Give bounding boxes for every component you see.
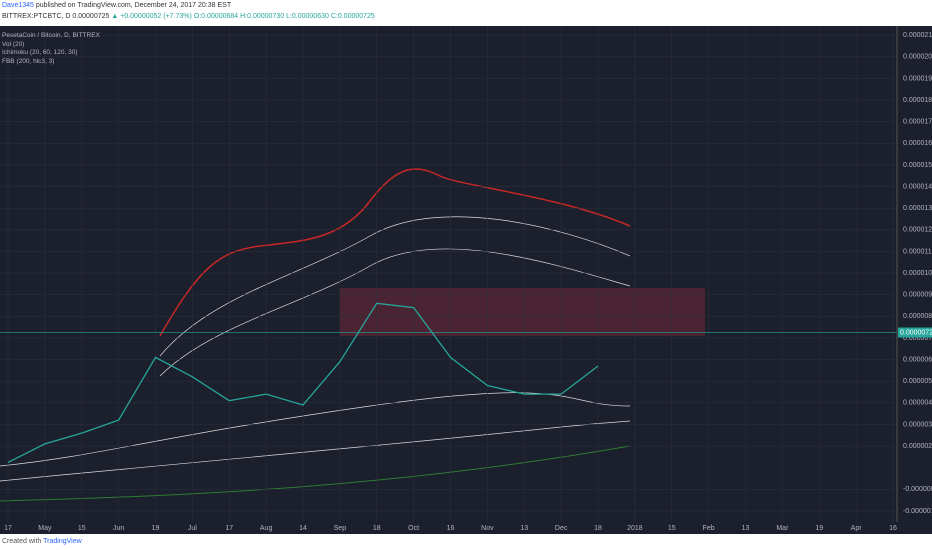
lower-band	[0, 445, 631, 502]
upper-band	[159, 168, 631, 337]
y-tick-label: 0.00000700	[903, 335, 932, 342]
y-tick-label: 0.00001600	[903, 140, 932, 147]
x-tick-label: Sep	[334, 525, 347, 532]
y-tick-label: -0.00000000	[903, 486, 932, 493]
y-tick-label: 0.00001400	[903, 183, 932, 190]
x-tick-label: 2018	[627, 525, 643, 532]
chart: 0.00002100 0.00002000 0.00001900 0.00001800…	[0, 26, 932, 534]
band	[159, 216, 631, 357]
ohlc-line: BITTREX:PTCBTC, D 0.00000725 ▲ +0.000000…	[2, 13, 375, 20]
x-tick-label: 17	[4, 525, 12, 532]
y-tick-label: 0.00001500	[903, 162, 932, 169]
x-tick-label: Jun	[113, 525, 124, 532]
x-tick-label: 13	[742, 525, 750, 532]
y-tick-label: 0.00001800	[903, 97, 932, 104]
price: 0.00000725	[72, 13, 110, 20]
x-tick-label: 19	[815, 525, 823, 532]
y-tick-label: 0.00001700	[903, 119, 932, 126]
background	[0, 26, 932, 534]
legend-item: PesetaCoin / Bitcoin, D, BITTREX	[2, 32, 100, 39]
y-tick-label: 0.00002100	[903, 32, 932, 39]
x-tick-label: 18	[594, 525, 602, 532]
last-price-tag	[898, 327, 932, 338]
x-tick-label: May	[38, 525, 52, 532]
x-tick-label: 18	[373, 525, 381, 532]
x-tick-label: 19	[152, 525, 160, 532]
y-tick-label: 0.00000800	[903, 313, 932, 320]
legend-item: FBB (200, hlc3, 3)	[2, 57, 55, 65]
x-tick-label: Mar	[776, 525, 789, 532]
y-tick-label: 0.00000300	[903, 421, 932, 428]
x-tick-label: Feb	[703, 525, 715, 532]
price-line	[7, 302, 599, 464]
ichimoku-cloud	[340, 288, 705, 336]
x-axis-bg	[0, 522, 932, 534]
symbol: BITTREX:PTCBTC, D	[2, 13, 71, 20]
publish-line: Dave1345 published on TradingView.com, D…	[2, 2, 231, 9]
x-tick-label: 13	[520, 525, 528, 532]
y-tick-label: 0.00002000	[903, 54, 932, 61]
x-tick-label: Aug	[260, 525, 273, 532]
band	[0, 392, 631, 467]
y-tick-label: 0.00000200	[903, 443, 932, 450]
x-tick-label: 14	[299, 525, 307, 532]
legend-item: Ichimoku (20, 60, 120, 30)	[2, 49, 78, 56]
footer: Created with TradingView	[2, 538, 82, 545]
x-tick-label: 16	[889, 525, 897, 532]
band	[159, 248, 631, 377]
created: Created with	[2, 538, 42, 545]
y-tick-label: 0.00001000	[903, 270, 932, 277]
brand[interactable]: TradingView	[43, 538, 82, 545]
x-tick-label: 17	[225, 525, 233, 532]
low: L:0.00000630	[286, 13, 329, 20]
y-tick-label: 0.00000500	[903, 378, 932, 385]
last-price-label: 0.00000725	[900, 329, 932, 336]
x-tick-label: Dec	[555, 525, 568, 532]
x-tick-label: 16	[447, 525, 455, 532]
legend-item: Vol (20)	[2, 40, 25, 48]
close: C:0.00000725	[330, 13, 375, 20]
published: published on TradingView.com, December 2…	[35, 2, 232, 9]
x-tick-label: Oct	[408, 525, 419, 532]
x-tick-label: Apr	[851, 525, 863, 532]
y-tick-label: 0.00001900	[903, 75, 932, 82]
open: O:0.00000684	[193, 13, 239, 20]
y-tick-label: -0.00000100	[903, 508, 932, 515]
y-tick-label: 0.00000600	[903, 356, 932, 363]
author[interactable]: Dave1345	[2, 2, 34, 9]
x-tick-label: Jul	[188, 525, 197, 532]
y-tick-label: 0.00000400	[903, 400, 932, 407]
y-tick-label: 0.00001300	[903, 205, 932, 212]
x-tick-label: 15	[668, 525, 676, 532]
x-tick-label: 15	[78, 525, 86, 532]
y-tick-label: 0.00001100	[903, 248, 932, 255]
high: H:0.00000730	[240, 13, 285, 20]
y-tick-label: 0.00000900	[903, 292, 932, 299]
change: ▲ +0.00000052 (+7.73%)	[111, 13, 192, 20]
y-tick-label: 0.00001200	[903, 227, 932, 234]
legend: PesetaCoin / Bitcoin, D, BITTREX Vol (20…	[2, 32, 100, 66]
x-tick-label: Nov	[481, 525, 494, 532]
